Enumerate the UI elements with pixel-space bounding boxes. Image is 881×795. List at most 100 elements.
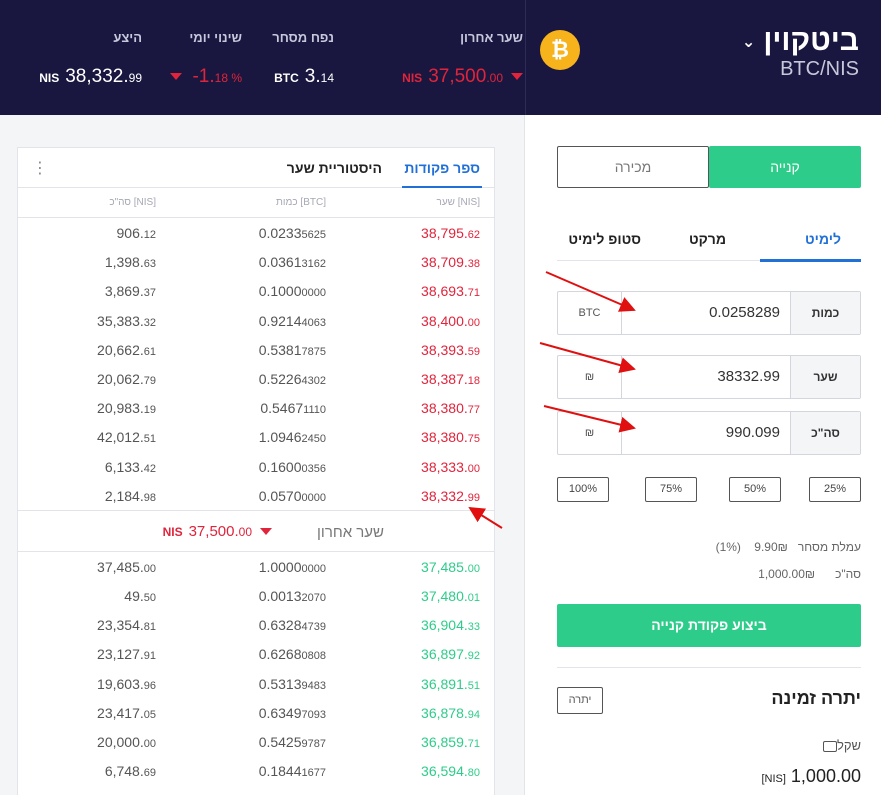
tab-order-book[interactable]: ספר פקודות: [402, 148, 482, 188]
sell-toggle-button[interactable]: מכירה: [557, 146, 709, 188]
total-field[interactable]: סה"כ 990.099 ₪: [557, 411, 861, 455]
bid-row[interactable]: 37,485.00 1.00000000 37,485.00: [18, 552, 494, 581]
rate-field[interactable]: שער 38332.99 ₪: [557, 355, 861, 399]
bid-row[interactable]: 37,480.01 0.00132070 49.50: [18, 581, 494, 610]
row-total-dec: 69: [143, 767, 156, 780]
row-amount-dec: 1677: [301, 767, 326, 780]
order-type-tabs: לימיט מרקט סטופ לימיט: [557, 221, 861, 262]
ask-row[interactable]: 38,332.99 0.05700000 2,184.98: [18, 481, 494, 510]
row-amount-dec: 9483: [301, 679, 326, 692]
row-amount-int: 0.5381: [258, 341, 302, 358]
row-total-int: 20,000.: [97, 734, 144, 750]
row-amount-int: 0.6268: [258, 646, 302, 663]
last-row-dec: 00: [238, 524, 252, 539]
wallet-icon: [822, 741, 837, 753]
bid-row[interactable]: 36,859.71 0.54259787 20,000.00: [18, 727, 494, 756]
last-row-int: 37,500.: [188, 522, 239, 540]
rate-unit: ₪: [558, 356, 622, 398]
row-price-int: 38,795.: [421, 225, 468, 241]
quantity-input[interactable]: 0.0258289: [709, 304, 780, 321]
quantity-label: כמות: [790, 292, 860, 334]
stat-supply-label: היצע: [113, 30, 142, 45]
bid-row[interactable]: 36,904.33 0.63284739 23,354.81: [18, 610, 494, 639]
row-amount-dec: 0000: [301, 562, 326, 575]
ask-row[interactable]: 38,709.38 0.03613162 1,398.63: [18, 247, 494, 276]
row-amount-int: 1.0000: [258, 558, 302, 575]
row-price-int: 36,897.: [421, 646, 468, 663]
pct-75-button[interactable]: 75%: [645, 477, 697, 502]
bid-row[interactable]: 36,891.51 0.53139483 19,603.96: [18, 669, 494, 698]
available-balance-title: יתרה זמינה: [771, 688, 861, 708]
row-price: 38,693.71: [421, 283, 480, 299]
ask-row[interactable]: 38,693.71 0.10000000 3,869.37: [18, 276, 494, 305]
row-price-dec: 18: [467, 374, 480, 387]
row-amount-dec: 4302: [301, 374, 326, 387]
sum-label: סה"כ: [835, 567, 861, 581]
row-total: 20,662.61: [97, 342, 156, 358]
row-amount-int: 0.1000: [258, 283, 302, 300]
row-total: 20,062.79: [97, 371, 156, 387]
row-price-int: 36,878.: [421, 704, 468, 721]
ask-row[interactable]: 38,380.77 0.54671110 20,983.19: [18, 393, 494, 422]
row-amount: 0.16000356: [259, 459, 326, 475]
row-amount: 0.52264302: [259, 371, 326, 387]
balance-button[interactable]: יתרה: [557, 687, 603, 714]
row-amount-int: 0.0233: [258, 225, 302, 241]
bid-row[interactable]: 36,594.80 0.18441677 6,748.69: [18, 756, 494, 785]
tab-limit[interactable]: לימיט: [805, 231, 841, 247]
pct-100-button[interactable]: 100%: [557, 477, 609, 502]
row-price-dec: 33: [467, 621, 480, 634]
coin-selector[interactable]: ביטקוין ⌄ BTC/NIS: [525, 0, 881, 115]
book-tabs: ספר פקודות היסטוריית שער ⋮: [18, 148, 494, 188]
row-price-dec: 80: [467, 767, 480, 780]
pct-50-button[interactable]: 50%: [729, 477, 781, 502]
row-total-int: 906.: [116, 225, 144, 241]
last-row-unit: NIS: [162, 524, 183, 539]
row-total: 42,012.51: [97, 429, 156, 445]
execute-buy-button[interactable]: ביצוע פקודת קנייה: [557, 604, 861, 647]
row-total: 49.50: [124, 588, 156, 604]
total-input[interactable]: 990.099: [725, 424, 780, 441]
more-options-icon[interactable]: ⋮: [32, 160, 48, 177]
bid-row[interactable]: 36,878.94 0.63497093 23,417.05: [18, 698, 494, 727]
row-total-dec: 79: [143, 374, 156, 387]
ask-row[interactable]: 38,387.18 0.52264302 20,062.79: [18, 364, 494, 393]
row-amount-int: 0.1600: [258, 458, 302, 475]
wallet-unit: [NIS]: [761, 773, 786, 785]
ask-row[interactable]: 38,380.75 1.09462450 42,012.51: [18, 422, 494, 451]
row-price-dec: 75: [467, 433, 480, 446]
buy-toggle-button[interactable]: קנייה: [709, 146, 861, 188]
down-triangle-icon: [170, 73, 183, 81]
header-price: שער [NIS]: [436, 197, 480, 208]
row-price: 36,859.71: [421, 734, 480, 750]
pct-25-button[interactable]: 25%: [809, 477, 861, 502]
ask-row[interactable]: 38,400.00 0.92144063 35,383.32: [18, 306, 494, 335]
ask-row[interactable]: 38,795.62 0.02335625 906.12: [18, 218, 494, 247]
tab-market[interactable]: מרקט: [688, 231, 726, 247]
rate-label: שער: [790, 356, 860, 398]
row-amount: 0.92144063: [259, 313, 326, 329]
tab-rate-history[interactable]: היסטוריית שער: [286, 160, 382, 176]
bid-row[interactable]: 36,897.92 0.62680808 23,127.91: [18, 639, 494, 668]
quantity-field[interactable]: כמות 0.0258289 BTC: [557, 291, 861, 335]
row-price: 38,380.77: [421, 400, 480, 416]
supply-dec: 99: [128, 71, 142, 85]
row-total-int: 20,983.: [97, 400, 144, 417]
ask-row[interactable]: 38,393.59 0.53817875 20,662.61: [18, 335, 494, 364]
fee-label: עמלת מסחר: [797, 540, 861, 554]
row-price-dec: 99: [467, 491, 480, 504]
row-amount-dec: 0808: [301, 650, 326, 663]
rate-input[interactable]: 38332.99: [717, 368, 780, 385]
row-price: 38,400.00: [421, 313, 480, 329]
row-price-dec: 62: [467, 229, 480, 241]
row-total-dec: 51: [143, 433, 156, 446]
market-header: שער אחרון NIS 37,500.00 נפח מסחר BTC 3.14 …: [0, 0, 881, 115]
row-price-int: 38,332.: [421, 487, 468, 504]
row-total-dec: 61: [143, 345, 156, 358]
coin-name[interactable]: ביטקוין ⌄: [742, 24, 859, 58]
chevron-down-icon[interactable]: ⌄: [741, 34, 756, 52]
row-total-int: 2,184.: [104, 487, 144, 504]
ask-row[interactable]: 38,333.00 0.16000356 6,133.42: [18, 452, 494, 481]
volume-unit: BTC: [274, 71, 299, 85]
tab-stop-limit[interactable]: סטופ לימיט: [568, 231, 641, 247]
